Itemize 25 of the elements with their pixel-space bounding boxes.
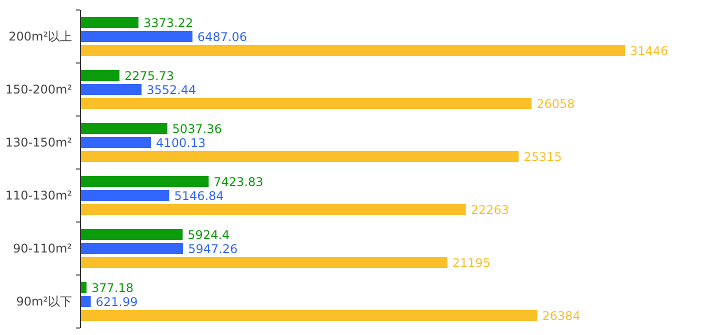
data-label: 621.99: [96, 295, 138, 309]
data-label: 3373.22: [143, 16, 194, 30]
y-tick-label: 90-110m²: [12, 242, 72, 256]
y-tick-label: 150-200m²: [5, 82, 72, 96]
plot: 200m²以上 3373.22 6487.06 31446 150-200m² 2275.73 3552.44 26058 130-150m² 5037.36 4100.13 25315 110-130m² 7423.83 5146.84 22263 90-110m² 5924.4 5947.26 21195 90m²以下 377.18 621.99 26384: [5, 10, 668, 328]
data-label: 22263: [470, 203, 510, 217]
data-label: 5924.4: [188, 228, 230, 242]
data-label: 7423.83: [214, 175, 264, 189]
y-tick-label: 200m²以上: [8, 30, 72, 44]
data-label: 31446: [630, 44, 668, 58]
data-label: 6487.06: [197, 30, 248, 44]
data-label: 21195: [452, 256, 491, 270]
data-label: 4100.13: [156, 136, 206, 150]
data-label: 2275.73: [124, 69, 174, 83]
y-tick-label: 110-130m²: [5, 188, 72, 202]
y-tick-label: 90m²以下: [16, 294, 72, 308]
data-label: 3552.44: [146, 83, 196, 97]
data-label: 26058: [536, 97, 575, 111]
data-label: 5947.26: [188, 242, 238, 256]
data-label: 5037.36: [172, 122, 222, 136]
data-label: 25315: [524, 150, 562, 164]
data-label: 26384: [542, 309, 580, 323]
y-tick-label: 130-150m²: [5, 136, 72, 150]
data-label: 5146.84: [174, 189, 224, 203]
data-label: 377.18: [92, 281, 134, 295]
